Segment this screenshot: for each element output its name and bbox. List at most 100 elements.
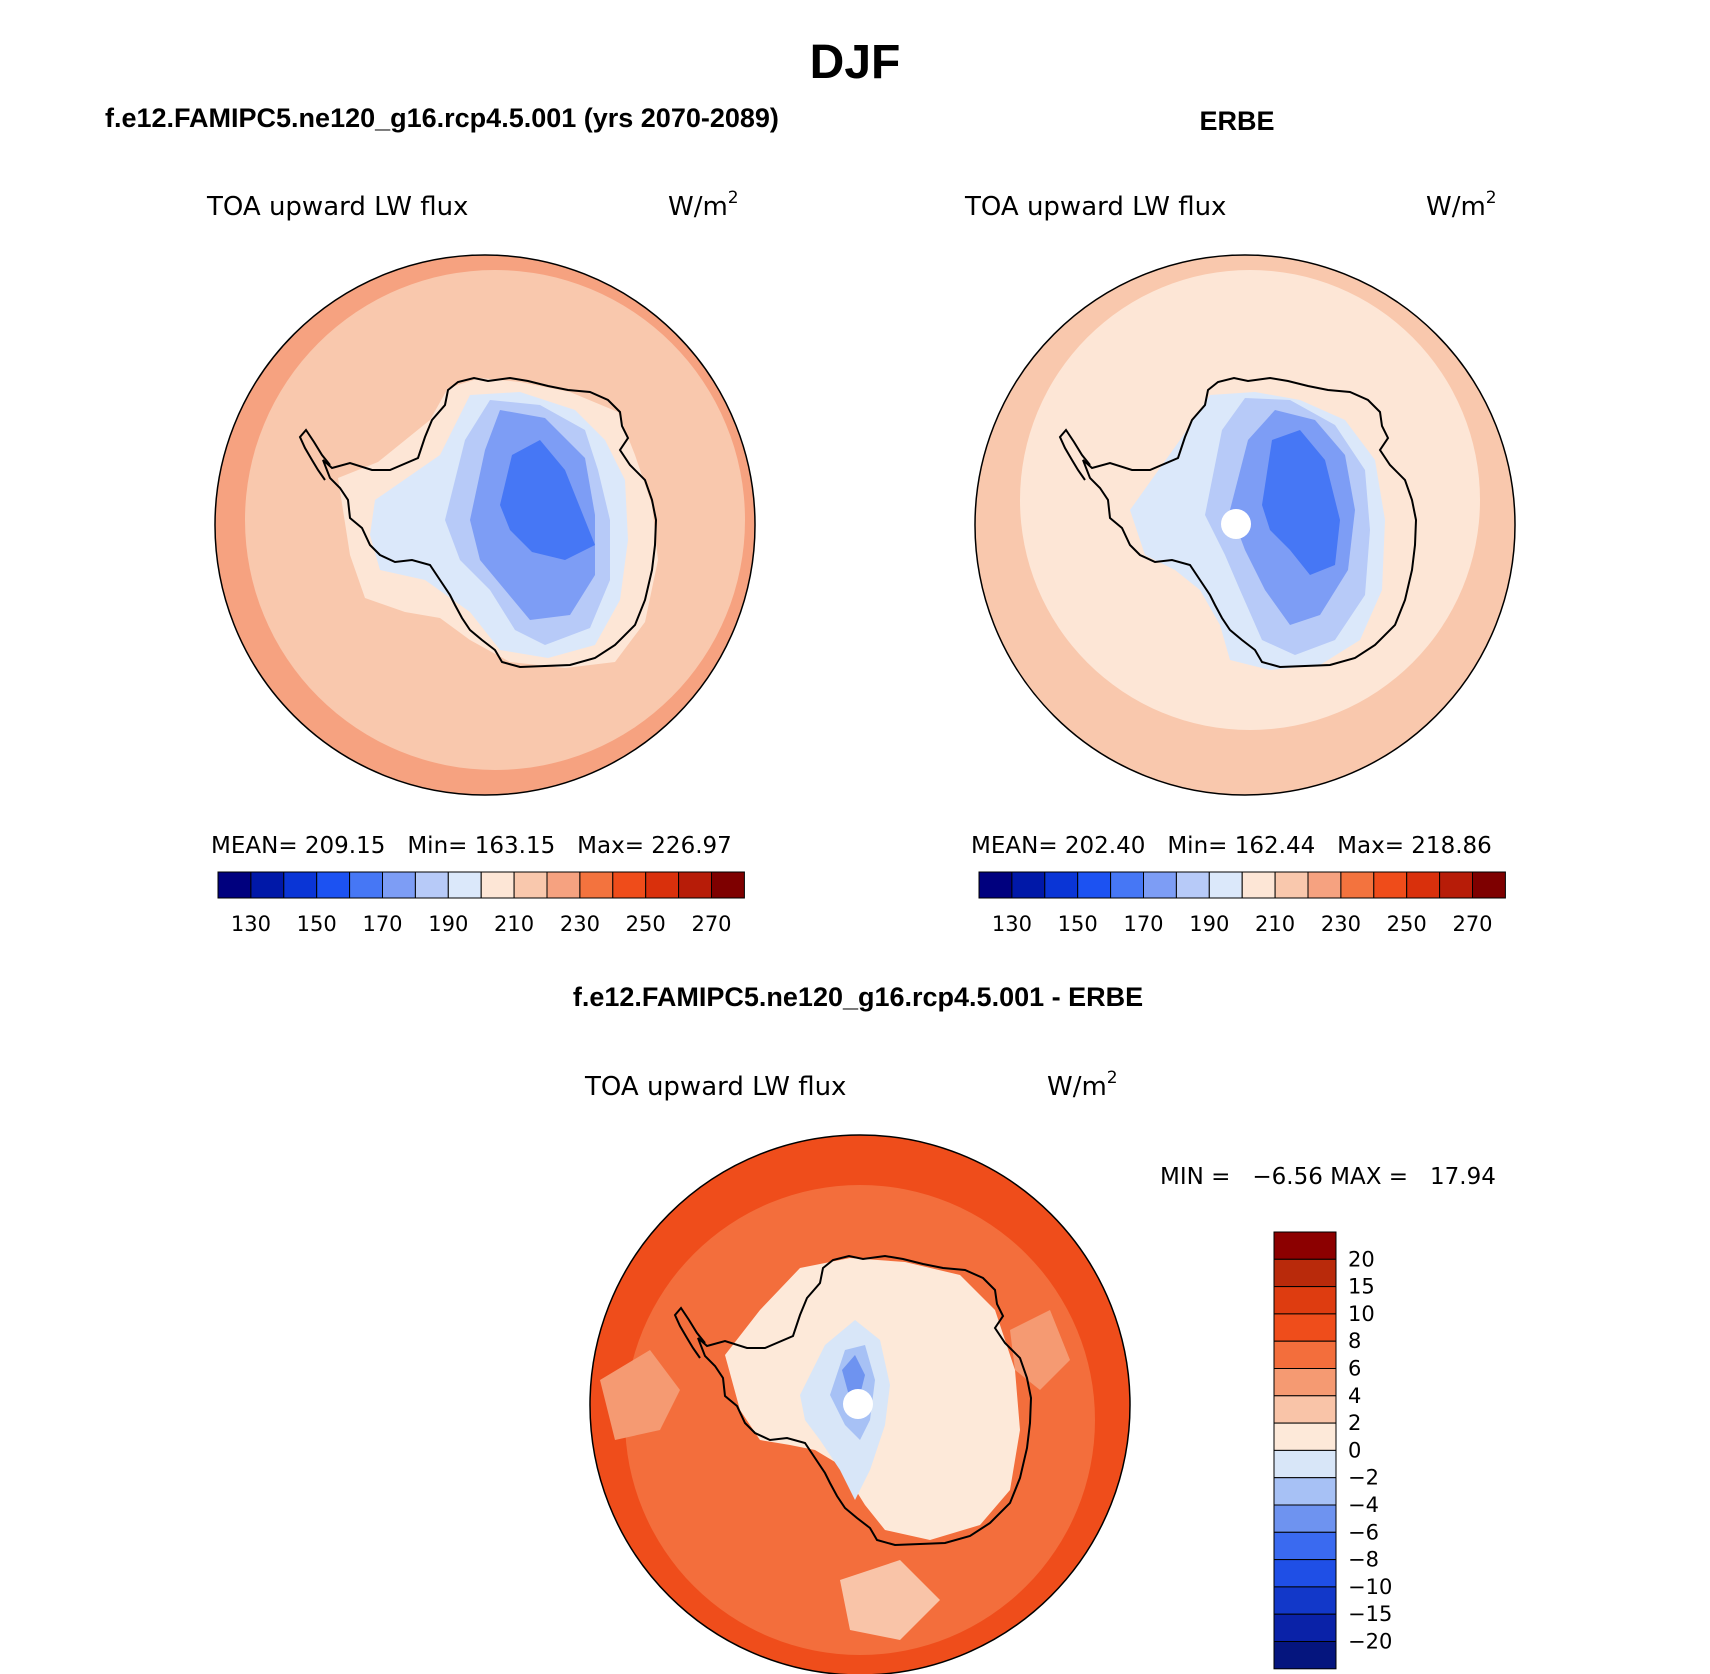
right-map-peninsula bbox=[1058, 428, 1091, 481]
right-variable-label: TOA upward LW flux bbox=[964, 192, 1226, 222]
diff-colorbar-swatch bbox=[1273, 1368, 1337, 1397]
diff-map-pole-hole bbox=[843, 1389, 873, 1419]
left-colorbar-swatch bbox=[480, 871, 515, 899]
diff-variable-label: TOA upward LW flux bbox=[584, 1072, 846, 1102]
diff-panel-title: f.e12.FAMIPC5.ne120_g16.rcp4.5.001 - ERB… bbox=[573, 982, 1143, 1012]
right-colorbar-tick-label: 270 bbox=[1452, 912, 1492, 936]
diff-colorbar-tick-label: −6 bbox=[1348, 1520, 1379, 1544]
right-stats: MEAN= 202.40 Min= 162.44 Max= 218.86 bbox=[971, 833, 1492, 859]
left-colorbar: 130 150 170 190 210 230 250 270 bbox=[217, 871, 745, 936]
diff-map-outline bbox=[589, 1134, 1131, 1674]
left-panel-title: f.e12.FAMIPC5.ne120_g16.rcp4.5.001 (yrs … bbox=[105, 103, 779, 133]
right-colorbar-tick-label: 150 bbox=[1058, 912, 1098, 936]
diff-colorbar-swatch bbox=[1273, 1613, 1337, 1642]
left-colorbar-swatch bbox=[645, 871, 680, 899]
diff-map-patch-2 bbox=[840, 1560, 940, 1640]
left-colorbar-tick-label: 230 bbox=[560, 912, 600, 936]
diff-colorbar-swatch bbox=[1273, 1586, 1337, 1615]
diff-colorbar-tick-label: 0 bbox=[1348, 1438, 1361, 1462]
diff-colorbar-tick-label: −8 bbox=[1348, 1548, 1379, 1572]
left-map-coastline bbox=[322, 376, 658, 669]
diff-colorbar-swatch bbox=[1273, 1231, 1337, 1260]
left-map-interior-field-4 bbox=[500, 440, 595, 560]
left-colorbar-swatch bbox=[546, 871, 581, 899]
right-colorbar-swatch bbox=[1077, 871, 1112, 899]
right-colorbar-swatch bbox=[1373, 871, 1408, 899]
season-title: DJF bbox=[810, 36, 901, 89]
right-unit-label: W/m2 bbox=[1426, 188, 1497, 222]
right-colorbar: 130 150 170 190 210 230 250 270 bbox=[978, 871, 1506, 936]
left-colorbar-swatch bbox=[513, 871, 548, 899]
diff-map-coastline bbox=[697, 1254, 1033, 1547]
diff-map-peninsula bbox=[673, 1306, 706, 1359]
left-colorbar-swatch bbox=[382, 871, 416, 899]
diff-colorbar-swatch bbox=[1273, 1340, 1337, 1369]
diff-colorbar-tick-label: 20 bbox=[1348, 1247, 1375, 1271]
left-colorbar-swatch bbox=[447, 871, 482, 899]
right-colorbar-swatch bbox=[1143, 871, 1177, 899]
diff-colorbar-swatch bbox=[1273, 1559, 1337, 1588]
diff-colorbar-swatch bbox=[1273, 1449, 1337, 1479]
right-colorbar-tick-label: 190 bbox=[1189, 912, 1229, 936]
right-colorbar-swatch bbox=[1175, 871, 1210, 899]
diff-colorbar-swatch bbox=[1273, 1286, 1337, 1315]
left-colorbar-swatch bbox=[612, 871, 647, 899]
right-colorbar-tick-label: 230 bbox=[1321, 912, 1361, 936]
left-colorbar-swatch bbox=[250, 871, 285, 899]
diff-colorbar-swatch bbox=[1273, 1504, 1337, 1533]
right-colorbar-swatch bbox=[1241, 871, 1276, 899]
diff-colorbar-swatch bbox=[1273, 1477, 1337, 1506]
diff-colorbar-tick-label: 2 bbox=[1348, 1411, 1361, 1435]
diff-colorbar-tick-label: 8 bbox=[1348, 1329, 1361, 1353]
left-colorbar-tick-label: 130 bbox=[231, 912, 271, 936]
left-unit-label: W/m2 bbox=[668, 188, 739, 222]
left-colorbar-tick-label: 170 bbox=[362, 912, 402, 936]
left-map-peninsula bbox=[298, 428, 331, 481]
left-colorbar-swatch bbox=[678, 871, 712, 899]
right-colorbar-swatch bbox=[978, 871, 1013, 899]
diff-colorbar-tick-label: −20 bbox=[1348, 1630, 1392, 1654]
diff-colorbar-tick-label: 4 bbox=[1348, 1384, 1361, 1408]
right-colorbar-tick-label: 210 bbox=[1255, 912, 1295, 936]
left-colorbar-swatch bbox=[217, 871, 252, 899]
left-colorbar-swatch bbox=[711, 871, 745, 899]
diff-stats: MIN = −6.56 MAX = 17.94 bbox=[1160, 1164, 1496, 1190]
right-colorbar-swatch bbox=[1208, 871, 1243, 899]
diff-colorbar-tick-label: −2 bbox=[1348, 1466, 1379, 1490]
right-colorbar-swatch bbox=[1472, 871, 1506, 899]
right-colorbar-swatch bbox=[1307, 871, 1342, 899]
diff-colorbar-tick-label: −4 bbox=[1348, 1493, 1379, 1517]
right-colorbar-swatch bbox=[1011, 871, 1046, 899]
left-colorbar-tick-label: 150 bbox=[297, 912, 337, 936]
diff-colorbar-tick-label: 15 bbox=[1348, 1275, 1375, 1299]
diff-colorbar-tick-label: −10 bbox=[1348, 1575, 1392, 1599]
right-colorbar-swatch bbox=[1406, 871, 1441, 899]
left-map-outline bbox=[214, 254, 756, 796]
diff-map-interior-field-4 bbox=[842, 1355, 865, 1395]
right-colorbar-swatch bbox=[1110, 871, 1144, 899]
right-colorbar-swatch bbox=[1439, 871, 1473, 899]
diff-colorbar-swatch bbox=[1273, 1531, 1337, 1561]
right-colorbar-tick-label: 170 bbox=[1123, 912, 1163, 936]
right-polar-map bbox=[974, 254, 1516, 796]
left-colorbar-tick-label: 210 bbox=[494, 912, 534, 936]
left-colorbar-swatch bbox=[349, 871, 384, 899]
right-panel-title: ERBE bbox=[1199, 106, 1274, 136]
diff-unit-label: W/m2 bbox=[1047, 1068, 1118, 1102]
left-colorbar-swatch bbox=[283, 871, 318, 899]
left-colorbar-swatch bbox=[414, 871, 449, 899]
diff-colorbar-tick-label: 10 bbox=[1348, 1302, 1375, 1326]
left-colorbar-tick-label: 190 bbox=[428, 912, 468, 936]
right-colorbar-swatch bbox=[1044, 871, 1079, 899]
diff-colorbar-tick-label: −15 bbox=[1348, 1602, 1392, 1626]
diff-colorbar-swatch bbox=[1273, 1313, 1337, 1342]
left-colorbar-swatch bbox=[579, 871, 614, 899]
diff-polar-map bbox=[589, 1134, 1131, 1674]
diff-colorbar-swatch bbox=[1273, 1258, 1337, 1288]
right-colorbar-tick-label: 250 bbox=[1387, 912, 1427, 936]
diff-colorbar-swatch bbox=[1273, 1395, 1337, 1424]
left-variable-label: TOA upward LW flux bbox=[206, 192, 468, 222]
left-colorbar-swatch bbox=[316, 871, 351, 899]
